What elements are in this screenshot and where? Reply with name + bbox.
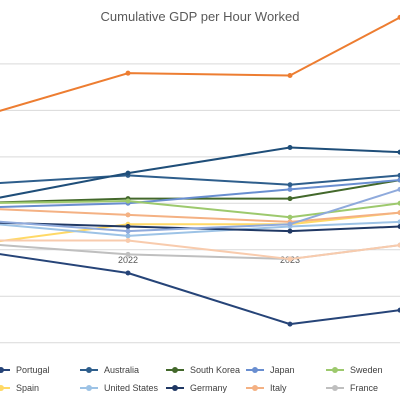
line-chart: 20222023 [0, 14, 400, 344]
data-point-0-2 [287, 321, 293, 327]
series-line-12 [0, 188, 400, 233]
series-line-5 [0, 211, 400, 243]
legend-item: Sweden [326, 363, 383, 377]
data-point-13-3 [397, 242, 400, 248]
data-point-10-2 [287, 73, 293, 78]
legend: Portugal Australia South Korea Japan Sweden S… [0, 360, 400, 400]
legend-label: Italy [270, 383, 287, 393]
data-point-11-2 [287, 145, 293, 151]
data-point-3-3 [397, 177, 400, 183]
legend-item: France [326, 381, 378, 395]
series-line-7 [0, 221, 400, 233]
data-point-2-2 [287, 196, 293, 202]
data-point-4-2 [287, 214, 293, 220]
legend-label: Sweden [350, 365, 383, 375]
legend-label: Germany [190, 383, 228, 393]
series-line-2 [0, 179, 400, 204]
data-point-8-3 [397, 210, 400, 216]
data-point-1-3 [397, 172, 400, 178]
legend-item: Australia [80, 363, 139, 377]
data-point-11-3 [397, 149, 400, 155]
legend-swatch [326, 367, 344, 373]
legend-label: United States [104, 383, 159, 393]
data-point-13-2 [287, 256, 293, 262]
legend-swatch [246, 367, 264, 373]
legend-swatch [0, 385, 10, 391]
data-point-0-1 [125, 270, 131, 276]
data-point-12-3 [397, 186, 400, 192]
series-line-10 [0, 16, 400, 112]
data-point-12-1 [125, 228, 131, 234]
data-point-12-2 [287, 221, 293, 227]
data-point-1-2 [287, 182, 293, 188]
x-tick-label-2022: 2022 [118, 255, 138, 265]
legend-item: Portugal [0, 363, 50, 377]
series-line-11 [0, 146, 400, 199]
legend-label: Portugal [16, 365, 50, 375]
series-line-4 [0, 199, 400, 219]
legend-label: Australia [104, 365, 140, 375]
legend-item: South Korea [166, 363, 240, 377]
chart-title: Cumulative GDP per Hour Worked [100, 9, 300, 24]
data-point-0-3 [397, 307, 400, 313]
legend-label: Spain [16, 383, 40, 393]
legend-swatch [166, 367, 184, 373]
legend-swatch [80, 367, 98, 373]
series-line-3 [0, 179, 400, 209]
data-point-8-1 [125, 212, 131, 218]
legend-swatch [166, 385, 184, 391]
legend-label: Japan [270, 365, 295, 375]
data-point-3-2 [287, 186, 293, 192]
legend-label: South Korea [190, 365, 241, 375]
series-line-13 [0, 239, 400, 261]
legend-item: Japan [246, 363, 295, 377]
legend-label: France [350, 383, 379, 393]
series-line-9 [0, 243, 400, 261]
data-point-7-1 [125, 224, 131, 230]
data-point-4-1 [125, 198, 131, 204]
legend-item: Germany [166, 381, 227, 395]
legend-item: Spain [0, 381, 39, 395]
legend-swatch [0, 367, 10, 373]
data-point-7-3 [397, 224, 400, 230]
data-point-9-1 [125, 251, 131, 257]
data-point-6-1 [125, 233, 131, 239]
data-point-10-1 [125, 70, 131, 76]
legend-item: United States [80, 381, 158, 395]
legend-swatch [246, 385, 264, 391]
data-point-11-1 [125, 170, 131, 176]
data-point-4-3 [397, 200, 400, 206]
series-line-6 [0, 220, 400, 237]
legend-swatch [80, 385, 98, 391]
series-line-0 [0, 253, 400, 326]
series-line-1 [0, 174, 400, 186]
data-point-7-2 [287, 228, 293, 234]
legend-swatch [326, 385, 344, 391]
data-point-6-3 [397, 219, 400, 225]
legend-item: Italy [246, 381, 287, 395]
series-line-8 [0, 208, 400, 223]
data-point-10-3 [397, 14, 400, 20]
data-point-13-1 [125, 237, 131, 243]
